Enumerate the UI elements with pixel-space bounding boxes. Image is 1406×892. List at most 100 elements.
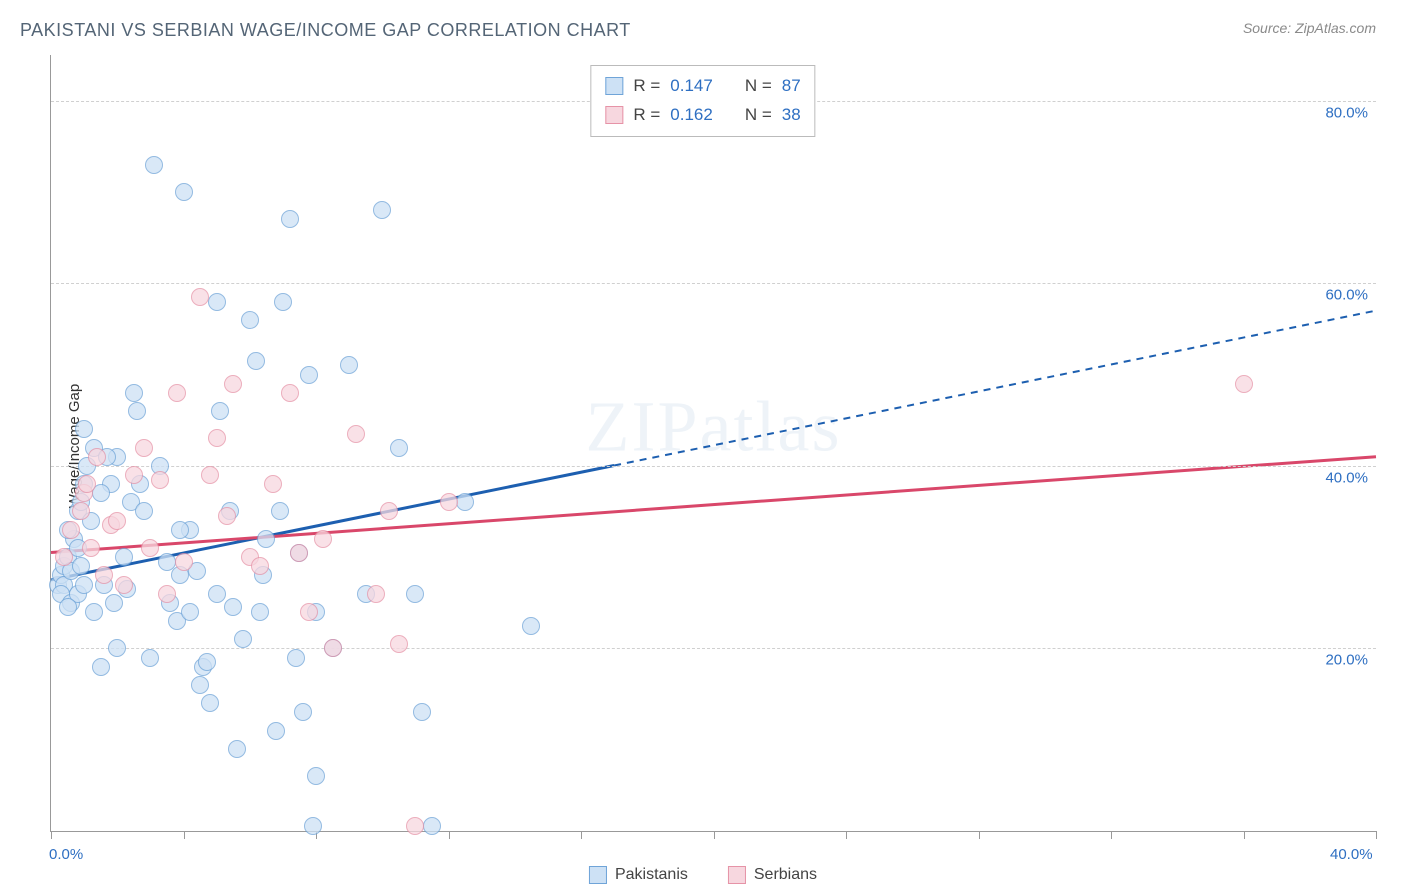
scatter-point <box>300 366 318 384</box>
x-tick <box>846 831 847 839</box>
scatter-point <box>191 288 209 306</box>
scatter-point <box>145 156 163 174</box>
scatter-point <box>307 767 325 785</box>
scatter-point <box>78 475 96 493</box>
scatter-point <box>92 658 110 676</box>
scatter-point <box>390 635 408 653</box>
scatter-point <box>82 539 100 557</box>
scatter-point <box>290 544 308 562</box>
scatter-point <box>95 566 113 584</box>
scatter-point <box>234 630 252 648</box>
scatter-point <box>85 603 103 621</box>
r-value-serbians: 0.162 <box>670 101 713 130</box>
scatter-point <box>440 493 458 511</box>
scatter-point <box>281 210 299 228</box>
scatter-point <box>201 466 219 484</box>
scatter-point <box>211 402 229 420</box>
y-tick-label: 20.0% <box>1325 652 1368 669</box>
scatter-point <box>158 585 176 603</box>
n-value-pakistanis: 87 <box>782 72 801 101</box>
scatter-point <box>191 676 209 694</box>
scatter-point <box>300 603 318 621</box>
scatter-point <box>108 512 126 530</box>
y-tick-label: 40.0% <box>1325 469 1368 486</box>
x-tick <box>714 831 715 839</box>
scatter-point <box>115 548 133 566</box>
scatter-point <box>413 703 431 721</box>
chart-title: PAKISTANI VS SERBIAN WAGE/INCOME GAP COR… <box>20 20 631 41</box>
scatter-point <box>271 502 289 520</box>
scatter-point <box>115 576 133 594</box>
x-tick <box>581 831 582 839</box>
scatter-point <box>72 557 90 575</box>
scatter-point <box>171 521 189 539</box>
scatter-point <box>141 649 159 667</box>
scatter-point <box>294 703 312 721</box>
scatter-point <box>59 598 77 616</box>
scatter-point <box>423 817 441 835</box>
scatter-point <box>224 375 242 393</box>
scatter-point <box>281 384 299 402</box>
scatter-point <box>373 201 391 219</box>
scatter-point <box>201 694 219 712</box>
source-attribution: Source: ZipAtlas.com <box>1243 20 1376 36</box>
trend-lines-layer <box>51 55 1376 831</box>
scatter-point <box>251 603 269 621</box>
scatter-point <box>175 553 193 571</box>
scatter-point <box>175 183 193 201</box>
swatch-pakistanis <box>589 866 607 884</box>
r-value-pakistanis: 0.147 <box>670 72 713 101</box>
stats-row-pakistanis: R = 0.147 N = 87 <box>605 72 800 101</box>
scatter-point <box>324 639 342 657</box>
scatter-point <box>380 502 398 520</box>
y-tick-label: 60.0% <box>1325 287 1368 304</box>
x-tick <box>1111 831 1112 839</box>
scatter-point <box>367 585 385 603</box>
y-tick-label: 80.0% <box>1325 104 1368 121</box>
r-label: R = <box>633 72 660 101</box>
n-value-serbians: 38 <box>782 101 801 130</box>
scatter-point <box>218 507 236 525</box>
stats-legend: R = 0.147 N = 87 R = 0.162 N = 38 <box>590 65 815 137</box>
n-label: N = <box>745 72 772 101</box>
scatter-point <box>287 649 305 667</box>
scatter-point <box>128 402 146 420</box>
scatter-point <box>267 722 285 740</box>
scatter-point <box>247 352 265 370</box>
x-tick-label: 40.0% <box>1330 846 1373 863</box>
gridline-h <box>51 648 1376 649</box>
scatter-point <box>340 356 358 374</box>
scatter-point <box>108 639 126 657</box>
scatter-point <box>75 576 93 594</box>
swatch-pakistanis <box>605 77 623 95</box>
scatter-point <box>241 311 259 329</box>
gridline-h <box>51 283 1376 284</box>
scatter-point <box>522 617 540 635</box>
scatter-point <box>135 502 153 520</box>
swatch-serbians <box>605 106 623 124</box>
x-tick <box>184 831 185 839</box>
scatter-point <box>208 585 226 603</box>
scatter-point <box>135 439 153 457</box>
scatter-point <box>304 817 322 835</box>
legend-item-serbians: Serbians <box>728 866 817 884</box>
r-label: R = <box>633 101 660 130</box>
scatter-point <box>168 384 186 402</box>
scatter-point <box>264 475 282 493</box>
x-tick <box>1376 831 1377 839</box>
legend-label-pakistanis: Pakistanis <box>615 866 688 884</box>
scatter-point <box>251 557 269 575</box>
scatter-point <box>72 502 90 520</box>
x-tick <box>1244 831 1245 839</box>
x-tick <box>51 831 52 839</box>
scatter-point <box>125 384 143 402</box>
swatch-serbians <box>728 866 746 884</box>
scatter-point <box>456 493 474 511</box>
scatter-point <box>257 530 275 548</box>
scatter-point <box>274 293 292 311</box>
gridline-h <box>51 466 1376 467</box>
bottom-legend: Pakistanis Serbians <box>589 866 817 884</box>
scatter-point <box>406 817 424 835</box>
stats-row-serbians: R = 0.162 N = 38 <box>605 101 800 130</box>
legend-label-serbians: Serbians <box>754 866 817 884</box>
